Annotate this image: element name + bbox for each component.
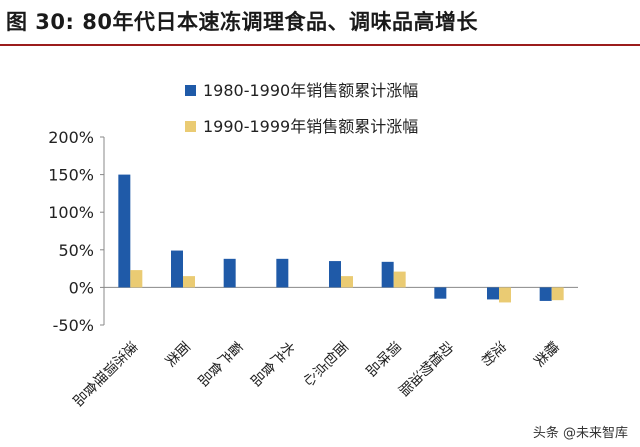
bar-2 — [551, 287, 564, 301]
y-tick-label: 0% — [69, 278, 94, 297]
y-tick-label: 150% — [48, 166, 94, 185]
legend-label-2: 1990-1999年销售额累计涨幅 — [203, 117, 418, 136]
y-tick-label: -50% — [53, 316, 94, 335]
x-category-label: 调味品 — [362, 337, 403, 378]
x-category-label: 面类 — [161, 337, 192, 368]
y-tick-label: 200% — [48, 128, 94, 147]
legend-label-1: 1980-1990年销售额累计涨幅 — [203, 81, 418, 100]
watermark: 头条 @未来智库 — [530, 422, 630, 441]
x-category-label: 水产食品 — [247, 337, 298, 388]
x-category-label: 畜产食品 — [194, 337, 245, 388]
bar-2 — [183, 276, 195, 288]
bar-1 — [276, 258, 289, 288]
x-category-label: 面包点心 — [300, 337, 351, 388]
y-tick-label: 50% — [58, 241, 94, 260]
bar-2 — [499, 287, 511, 303]
legend-swatch-1 — [185, 85, 196, 96]
bar-2 — [393, 271, 406, 288]
figure-header: 图 30: 80年代日本速冻调理食品、调味品高增长 — [0, 0, 640, 46]
bar-1 — [118, 174, 131, 288]
bar-1 — [381, 261, 394, 288]
figure-title: 图 30: 80年代日本速冻调理食品、调味品高增长 — [6, 10, 478, 34]
bar-1 — [539, 287, 552, 301]
x-category-label: 糖类 — [530, 337, 561, 368]
x-category-label: 动植物油脂 — [395, 337, 456, 398]
bar-1 — [223, 258, 236, 288]
bar-2 — [130, 270, 143, 288]
bar-1 — [329, 261, 341, 288]
bar-1 — [434, 287, 447, 299]
y-tick-label: 100% — [48, 203, 94, 222]
x-category-label: 淀粉 — [477, 337, 509, 369]
title-divider — [0, 44, 640, 46]
bar-1 — [487, 287, 499, 300]
bar-2 — [341, 276, 353, 288]
bar-1 — [171, 250, 183, 288]
x-category-label: 速冻调理食品 — [69, 337, 140, 408]
legend-swatch-2 — [185, 121, 196, 132]
